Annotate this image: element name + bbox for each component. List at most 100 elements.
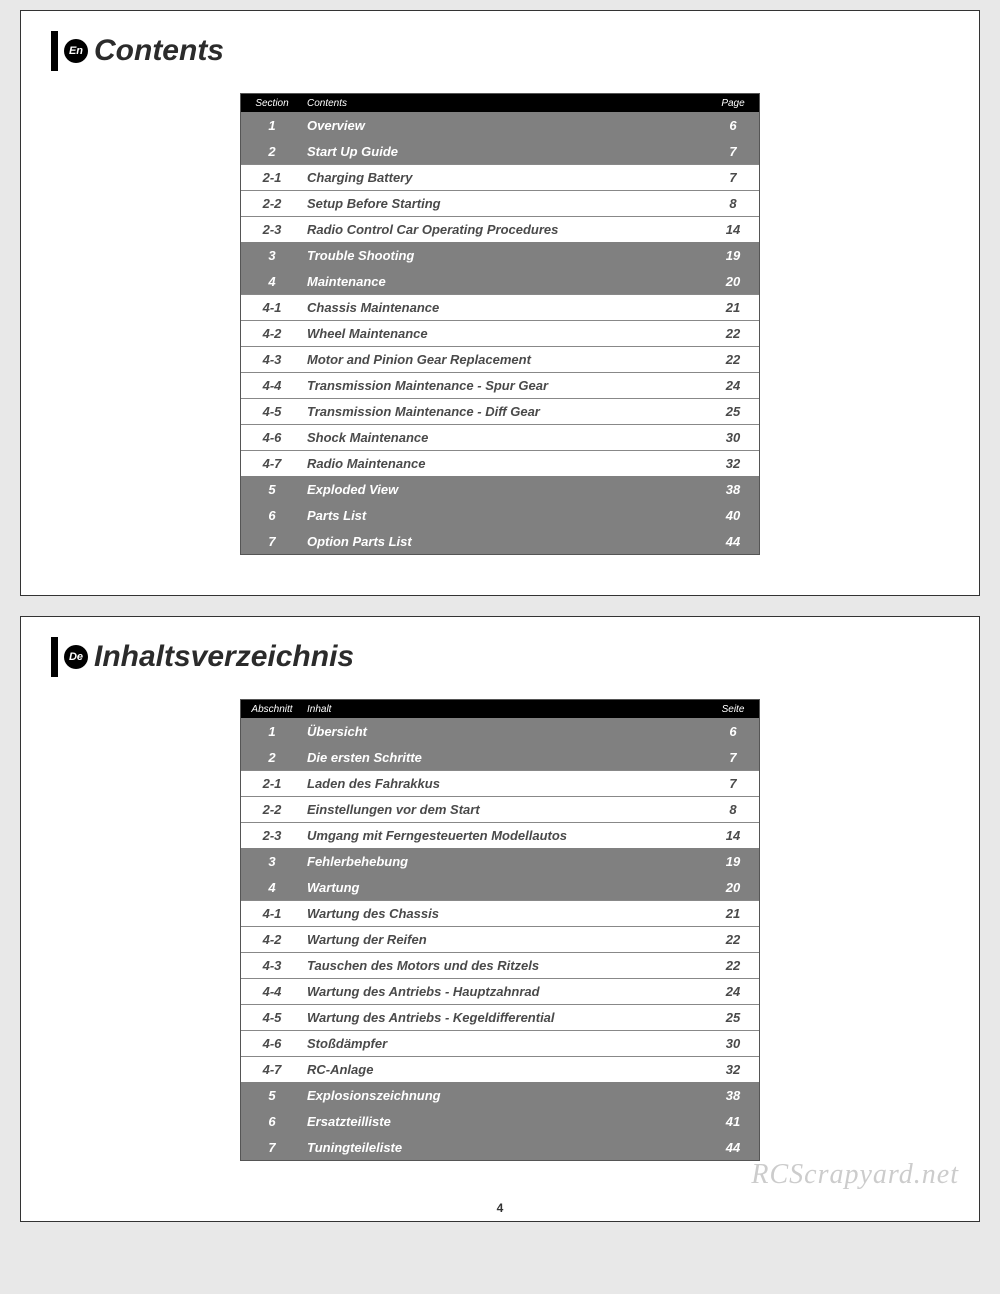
toc-label: Wartung	[303, 880, 707, 895]
toc-row: 6Parts List40	[241, 502, 759, 528]
toc-page: 30	[707, 430, 759, 445]
toc-section-number: 2	[241, 144, 303, 159]
toc-section-number: 7	[241, 534, 303, 549]
manual-page-en: En Contents Section Contents Page 1Overv…	[20, 10, 980, 596]
toc-section-number: 6	[241, 508, 303, 523]
toc-page: 7	[707, 144, 759, 159]
toc-label: Umgang mit Ferngesteuerten Modellautos	[303, 828, 707, 843]
page-number: 4	[21, 1201, 979, 1221]
title-bar-icon	[51, 637, 58, 677]
toc-page: 24	[707, 378, 759, 393]
toc-label: Wartung des Chassis	[303, 906, 707, 921]
toc-label: Chassis Maintenance	[303, 300, 707, 315]
lang-badge: En	[64, 39, 88, 63]
toc-page: 20	[707, 880, 759, 895]
toc-header-row: Abschnitt Inhalt Seite	[241, 700, 759, 718]
toc-page: 25	[707, 404, 759, 419]
toc-page: 44	[707, 1140, 759, 1155]
toc-section-number: 2-1	[241, 776, 303, 791]
toc-page: 32	[707, 456, 759, 471]
toc-page: 32	[707, 1062, 759, 1077]
toc-label: Maintenance	[303, 274, 707, 289]
toc-label: Option Parts List	[303, 534, 707, 549]
toc-row: 2-1Charging Battery7	[241, 164, 759, 190]
toc-row: 4-3Motor and Pinion Gear Replacement22	[241, 346, 759, 372]
toc-row: 4Maintenance20	[241, 268, 759, 294]
toc-section-number: 1	[241, 724, 303, 739]
toc-page: 21	[707, 300, 759, 315]
toc-label: Tauschen des Motors und des Ritzels	[303, 958, 707, 973]
toc-table: Abschnitt Inhalt Seite 1Übersicht62Die e…	[240, 699, 760, 1161]
toc-section-number: 2-3	[241, 222, 303, 237]
toc-label: Wheel Maintenance	[303, 326, 707, 341]
toc-label: Übersicht	[303, 724, 707, 739]
manual-page-de: De Inhaltsverzeichnis Abschnitt Inhalt S…	[20, 616, 980, 1222]
toc-row: 4-3Tauschen des Motors und des Ritzels22	[241, 952, 759, 978]
toc-label: Fehlerbehebung	[303, 854, 707, 869]
toc-row: 2-2Setup Before Starting8	[241, 190, 759, 216]
toc-row: 2-3Radio Control Car Operating Procedure…	[241, 216, 759, 242]
toc-row: 3Trouble Shooting19	[241, 242, 759, 268]
toc-row: 1Übersicht6	[241, 718, 759, 744]
toc-label: Parts List	[303, 508, 707, 523]
toc-row: 4-7RC-Anlage32	[241, 1056, 759, 1082]
toc-label: Trouble Shooting	[303, 248, 707, 263]
toc-section-number: 7	[241, 1140, 303, 1155]
toc-row: 3Fehlerbehebung19	[241, 848, 759, 874]
toc-row: 7Option Parts List44	[241, 528, 759, 554]
toc-page: 7	[707, 776, 759, 791]
toc-container: Abschnitt Inhalt Seite 1Übersicht62Die e…	[21, 687, 979, 1201]
toc-section-number: 4	[241, 880, 303, 895]
toc-page: 38	[707, 482, 759, 497]
toc-page: 20	[707, 274, 759, 289]
toc-label: RC-Anlage	[303, 1062, 707, 1077]
toc-page: 38	[707, 1088, 759, 1103]
toc-label: Setup Before Starting	[303, 196, 707, 211]
toc-section-number: 4	[241, 274, 303, 289]
toc-page: 8	[707, 196, 759, 211]
toc-row: 4-1Chassis Maintenance21	[241, 294, 759, 320]
toc-row: 2-1Laden des Fahrakkus7	[241, 770, 759, 796]
toc-row: 4-2Wartung der Reifen22	[241, 926, 759, 952]
toc-section-number: 4-6	[241, 1036, 303, 1051]
toc-section-number: 2-2	[241, 196, 303, 211]
toc-label: Einstellungen vor dem Start	[303, 802, 707, 817]
toc-table: Section Contents Page 1Overview62Start U…	[240, 93, 760, 555]
toc-label: Transmission Maintenance - Spur Gear	[303, 378, 707, 393]
toc-row: 4-2Wheel Maintenance22	[241, 320, 759, 346]
toc-row: 5Explosionszeichnung38	[241, 1082, 759, 1108]
toc-row: 7Tuningteileliste44	[241, 1134, 759, 1160]
toc-section-number: 4-1	[241, 300, 303, 315]
toc-page: 44	[707, 534, 759, 549]
header-section: Section	[241, 98, 303, 109]
toc-label: Die ersten Schritte	[303, 750, 707, 765]
toc-row: 4-6Stoßdämpfer30	[241, 1030, 759, 1056]
toc-row: 4-5Transmission Maintenance - Diff Gear2…	[241, 398, 759, 424]
toc-section-number: 2	[241, 750, 303, 765]
toc-page: 25	[707, 1010, 759, 1025]
header-section: Abschnitt	[241, 704, 303, 715]
page-title: Inhaltsverzeichnis	[94, 640, 354, 674]
toc-row: 2Die ersten Schritte7	[241, 744, 759, 770]
toc-row: 1Overview6	[241, 112, 759, 138]
toc-row: 4-7Radio Maintenance32	[241, 450, 759, 476]
toc-label: Shock Maintenance	[303, 430, 707, 445]
lang-badge: De	[64, 645, 88, 669]
toc-section-number: 3	[241, 854, 303, 869]
toc-label: Wartung des Antriebs - Hauptzahnrad	[303, 984, 707, 999]
toc-page: 19	[707, 248, 759, 263]
toc-label: Tuningteileliste	[303, 1140, 707, 1155]
toc-page: 14	[707, 222, 759, 237]
toc-row: 6Ersatzteilliste41	[241, 1108, 759, 1134]
toc-section-number: 4-2	[241, 932, 303, 947]
toc-row: 4-4Transmission Maintenance - Spur Gear2…	[241, 372, 759, 398]
toc-label: Radio Maintenance	[303, 456, 707, 471]
toc-label: Stoßdämpfer	[303, 1036, 707, 1051]
toc-page: 8	[707, 802, 759, 817]
title-block: De Inhaltsverzeichnis	[21, 617, 979, 687]
header-contents: Contents	[303, 98, 707, 109]
header-page: Page	[707, 98, 759, 109]
toc-page: 21	[707, 906, 759, 921]
toc-page: 6	[707, 724, 759, 739]
toc-section-number: 5	[241, 482, 303, 497]
